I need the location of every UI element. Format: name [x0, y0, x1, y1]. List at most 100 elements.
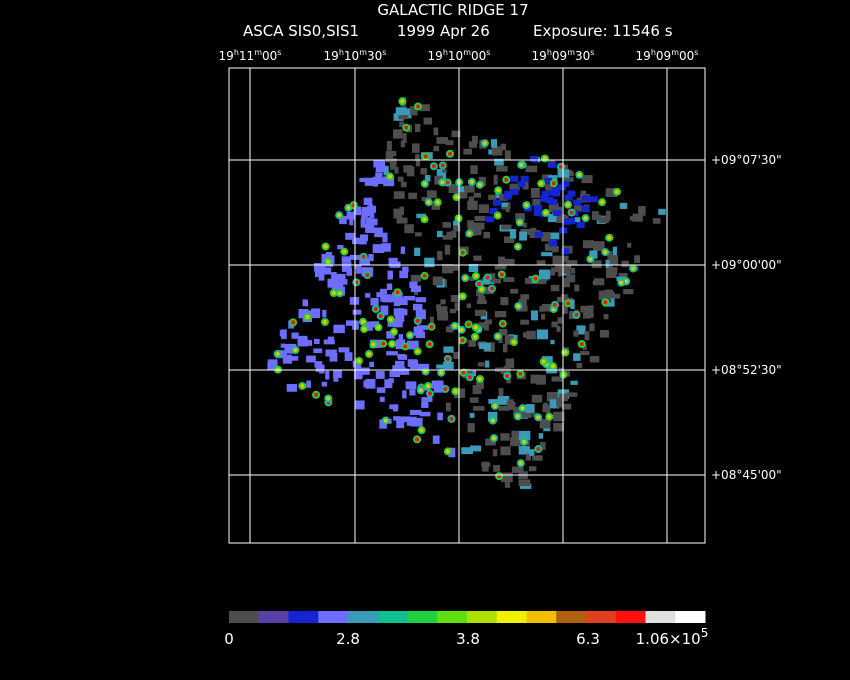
emission — [509, 229, 517, 239]
instrument: ASCA SIS0,SIS1 — [243, 22, 359, 40]
emission — [550, 284, 560, 292]
emission — [408, 192, 418, 200]
emission — [395, 360, 405, 370]
emission — [421, 196, 431, 202]
emission — [442, 361, 454, 370]
emission — [403, 165, 413, 173]
source-core — [539, 181, 544, 186]
emission — [267, 359, 278, 367]
source-core — [536, 415, 541, 420]
emission — [421, 397, 433, 402]
emission — [332, 286, 341, 293]
emission — [518, 479, 531, 487]
source-core — [551, 181, 556, 186]
emission — [468, 339, 476, 347]
emission — [563, 304, 568, 314]
emission — [557, 317, 563, 324]
source-core — [422, 217, 427, 222]
source-core — [400, 99, 405, 104]
emission — [627, 242, 632, 248]
emission — [441, 263, 454, 274]
emission — [385, 154, 394, 163]
emission — [395, 313, 405, 322]
bright-emission — [549, 240, 558, 247]
source-core — [467, 231, 472, 236]
emission — [449, 265, 459, 271]
ra-part: 30 — [367, 49, 382, 63]
emission — [453, 351, 459, 359]
emission — [399, 416, 411, 423]
emission — [396, 419, 405, 429]
emission — [482, 461, 489, 472]
emission — [410, 417, 423, 427]
emission — [322, 309, 327, 318]
bright-emission — [534, 231, 543, 238]
emission — [476, 381, 484, 390]
source-core — [522, 439, 527, 444]
emission — [298, 308, 309, 319]
emission — [573, 353, 581, 361]
colorbar-swatch — [645, 611, 676, 623]
emission — [394, 166, 399, 174]
emission — [387, 270, 393, 280]
ra-label: 19h10m30s — [324, 48, 387, 63]
emission — [519, 483, 532, 489]
ra-part: h — [547, 48, 552, 57]
source-core — [460, 294, 465, 299]
emission — [393, 129, 403, 139]
emission — [404, 224, 414, 234]
emission — [573, 205, 583, 212]
emission — [380, 305, 389, 316]
source-core — [454, 195, 459, 200]
source-core — [485, 275, 490, 280]
bright-emission — [561, 180, 570, 187]
source-core — [305, 315, 310, 320]
bright-emission — [573, 199, 582, 206]
ra-part: m — [463, 48, 471, 57]
emission — [375, 167, 386, 173]
emission — [497, 396, 510, 405]
source-core — [473, 274, 478, 279]
emission — [354, 369, 363, 380]
emission — [547, 213, 557, 223]
emission — [397, 354, 406, 359]
source-core — [517, 220, 522, 225]
source-core — [482, 141, 487, 146]
source-core — [558, 164, 563, 169]
emission — [359, 367, 370, 375]
emission — [416, 213, 427, 219]
source-core — [477, 182, 482, 187]
emission — [436, 230, 443, 238]
emission — [472, 406, 485, 411]
emission — [541, 313, 546, 320]
emission — [574, 284, 580, 292]
source-core — [445, 180, 450, 185]
emission — [504, 335, 514, 345]
colorbar-swatch — [407, 611, 438, 623]
emission — [379, 396, 385, 402]
emission — [380, 288, 388, 294]
emission — [369, 361, 375, 368]
source-core — [373, 306, 378, 311]
emission — [386, 141, 392, 151]
source-core — [337, 291, 342, 296]
bright-emission — [581, 195, 590, 202]
source-core — [371, 342, 376, 347]
ra-part: s — [382, 48, 386, 57]
source-core — [490, 418, 495, 423]
source-core — [499, 272, 504, 277]
emission — [500, 433, 510, 441]
colorbar-label: 2.8 — [336, 630, 360, 648]
emission — [473, 255, 482, 261]
ra-label: 19h10m00s — [428, 48, 491, 63]
emission — [621, 260, 629, 268]
bright-emission — [486, 216, 495, 223]
emission — [445, 140, 454, 146]
emission — [532, 198, 541, 206]
source-core — [443, 386, 448, 391]
label-part: 3.8 — [456, 630, 480, 648]
emission — [658, 208, 666, 215]
emission — [570, 299, 575, 310]
emission — [474, 309, 487, 317]
emission — [413, 326, 423, 336]
